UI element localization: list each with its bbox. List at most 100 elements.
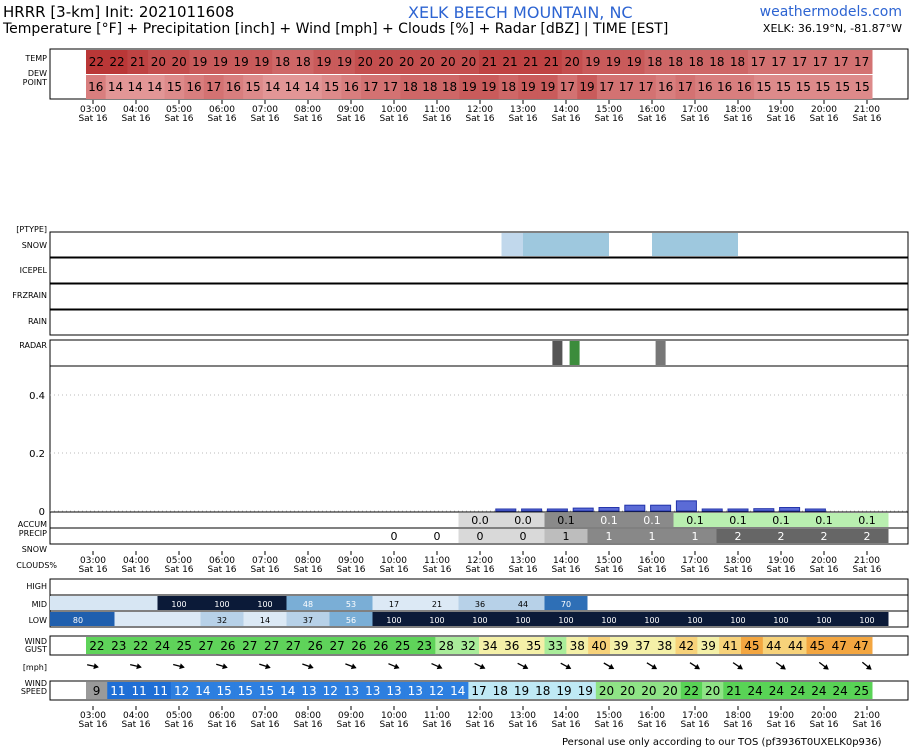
model-title: HRRR [3-km] Init: 2021011608 <box>3 3 235 21</box>
speed-value: 15 <box>216 684 231 698</box>
temp-value: 19 <box>213 55 228 69</box>
gust-cell <box>697 637 720 654</box>
bottom-axis-day: Sat 16 <box>379 720 408 730</box>
gust-value: 47 <box>832 639 847 653</box>
gust-value: 32 <box>460 639 475 653</box>
mid-axis-day: Sat 16 <box>422 565 451 575</box>
gust-cell <box>326 637 349 654</box>
bottom-axis-hour: 21:00 <box>854 711 880 721</box>
mid-axis-day: Sat 16 <box>766 565 795 575</box>
speed-cell <box>170 682 193 699</box>
dewpoint-cell <box>144 75 166 99</box>
top-axis-hour: 04:00 <box>123 105 149 115</box>
wind-arrow-icon <box>345 663 357 670</box>
dewpoint-value: 19 <box>520 80 535 94</box>
label-clouds: CLOUDS% <box>16 561 57 570</box>
temp-value: 19 <box>192 55 207 69</box>
gust-cell <box>806 637 829 654</box>
speed-cell <box>192 682 214 699</box>
mid-cloud-value: 48 <box>303 600 313 609</box>
low-cloud-cell <box>200 612 244 626</box>
dewpoint-value: 16 <box>88 80 103 94</box>
temp-cell <box>375 50 397 74</box>
bottom-axis-day: Sat 16 <box>766 720 795 730</box>
temp-cell <box>499 50 521 74</box>
gust-value: 38 <box>570 639 585 653</box>
speed-value: 19 <box>514 684 529 698</box>
dewpoint-cell <box>675 75 696 99</box>
temp-value: 18 <box>296 55 311 69</box>
rain-panel <box>49 309 909 336</box>
speed-cell <box>532 682 554 699</box>
gust-cell <box>631 637 655 654</box>
accum-value: 0.0 <box>471 514 489 527</box>
snow-ptype-bar <box>523 233 609 256</box>
dewpoint-value: 18 <box>422 80 437 94</box>
speed-value: 11 <box>153 684 168 698</box>
temp-cell <box>148 50 170 74</box>
dewpoint-value: 15 <box>756 80 771 94</box>
mid-axis-day: Sat 16 <box>121 565 150 575</box>
temp-value: 18 <box>275 55 290 69</box>
speed-value: 15 <box>238 684 253 698</box>
temp-cell <box>334 50 356 74</box>
low-cloud-value: 100 <box>558 616 573 625</box>
dewpoint-cell <box>557 75 578 99</box>
gust-value: 42 <box>679 639 694 653</box>
low-cloud-cell <box>372 612 416 626</box>
gust-value: 44 <box>788 639 803 653</box>
gust-cell <box>588 637 611 654</box>
temp-value: 17 <box>751 55 766 69</box>
snow-value: 1 <box>606 530 613 543</box>
speed-cell <box>723 682 746 699</box>
dewpoint-value: 14 <box>304 80 319 94</box>
gust-cell <box>653 637 676 654</box>
top-axis-day: Sat 16 <box>422 114 451 124</box>
wind-arrow-icon <box>431 662 443 670</box>
speed-value: 14 <box>450 684 465 698</box>
temp-value: 18 <box>709 55 724 69</box>
speed-cell <box>298 682 321 699</box>
subtitle: Temperature [°F] + Precipitation [inch] … <box>3 21 669 37</box>
top-axis-day: Sat 16 <box>852 114 881 124</box>
gust-cell <box>522 637 545 654</box>
gust-value: 24 <box>155 639 170 653</box>
bottom-axis-day: Sat 16 <box>78 720 107 730</box>
speed-cell <box>213 682 236 699</box>
temp-cell <box>251 50 273 74</box>
wind-arrow-icon <box>388 663 400 670</box>
gust-cell <box>173 637 196 654</box>
bottom-axis-hour: 06:00 <box>209 711 235 721</box>
low-cloud-cell <box>329 612 373 626</box>
speed-value: 20 <box>641 684 656 698</box>
dewpoint-cell <box>714 75 735 99</box>
speed-cell <box>787 682 809 699</box>
dewpoint-value: 19 <box>481 80 496 94</box>
gust-value: 27 <box>329 639 344 653</box>
mid-cloud-cell <box>200 596 244 610</box>
top-axis-hour: 11:00 <box>424 105 450 115</box>
mid-axis-day: Sat 16 <box>594 565 623 575</box>
accum-cell <box>845 513 889 527</box>
speed-value: 9 <box>93 684 101 698</box>
label-speed1: WIND <box>25 679 47 688</box>
bottom-axis-hour: 20:00 <box>811 711 837 721</box>
snow-value: 0 <box>520 530 527 543</box>
label-gust1: WIND <box>25 637 47 646</box>
mid-axis-day: Sat 16 <box>723 565 752 575</box>
speed-cell <box>850 682 873 699</box>
low-cloud-value: 100 <box>687 616 702 625</box>
bottom-axis-hour: 03:00 <box>80 711 106 721</box>
temp-cell <box>685 50 708 74</box>
precip-panel <box>49 365 909 513</box>
low-cloud-value: 100 <box>730 616 745 625</box>
dewpoint-value: 14 <box>127 80 142 94</box>
dewpoint-cell <box>164 75 185 99</box>
top-axis-hour: 09:00 <box>338 105 364 115</box>
top-axis-day: Sat 16 <box>465 114 494 124</box>
speed-value: 13 <box>386 684 401 698</box>
watermark[interactable]: weathermodels.com <box>759 4 902 20</box>
dewpoint-value: 19 <box>579 80 594 94</box>
wind-arrow-icon <box>216 663 228 670</box>
mid-axis-day: Sat 16 <box>164 565 193 575</box>
